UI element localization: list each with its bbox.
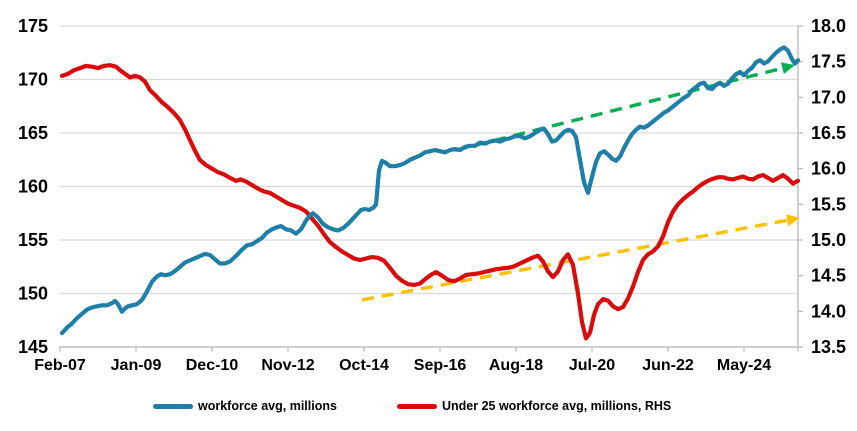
y-axis-left-tick-label: 170 [18, 70, 48, 90]
y-axis-left-labels: 175 170 165 160 155 150 145 [18, 16, 48, 357]
workforce-trend-arrowhead [780, 62, 795, 74]
y-axis-right-tick-label: 15.0 [811, 230, 846, 250]
y-axis-left-tick-label: 175 [18, 16, 48, 36]
under25-trend-arrowhead [786, 214, 800, 227]
legend-marker-under25-line [397, 403, 437, 409]
x-axis-tick-label: Jan-09 [111, 357, 162, 374]
y-axis-left-tick-label: 155 [18, 230, 48, 250]
y-axis-right-tick-label: 17.5 [811, 52, 846, 72]
y-axis-left-tick-label: 165 [18, 123, 48, 143]
x-axis-tick-label: Feb-07 [34, 357, 86, 374]
x-axis-tick-label: Nov-12 [261, 357, 314, 374]
legend-marker-workforce-line [153, 403, 193, 409]
x-axis-tick-label: Sep-16 [414, 357, 467, 374]
x-axis-tick-label: Dec-10 [186, 357, 239, 374]
y-axis-right-tick-label: 13.5 [811, 337, 846, 357]
chart-legend: workforce avg, millions Under 25 workfor… [0, 398, 857, 418]
y-axis-left-tick-label: 150 [18, 284, 48, 304]
y-axis-right-tick-label: 17.0 [811, 87, 846, 107]
x-axis-tick-label: May-24 [717, 357, 771, 374]
legend-item-workforce: workforce avg, millions [153, 398, 337, 414]
legend-label-workforce: workforce avg, millions [198, 399, 337, 413]
y-axis-right: 18.0 17.5 17.0 16.5 16.0 15.5 15.0 14.5 14.0 13.5 [797, 16, 846, 357]
x-axis-tick-label: Aug-18 [489, 357, 543, 374]
under25-series-line [59, 63, 801, 341]
x-axis-tick-label: Oct-14 [339, 357, 389, 374]
y-axis-right-tick-label: 18.0 [811, 16, 846, 36]
y-axis-right-tick-label: 16.0 [811, 159, 846, 179]
x-axis-tick-label: Jun-22 [642, 357, 694, 374]
y-axis-right-tick-label: 16.5 [811, 123, 846, 143]
gridlines [59, 25, 798, 295]
y-axis-right-tick-label: 14.0 [811, 301, 846, 321]
legend-item-under25: Under 25 workforce avg, millions, RHS [397, 398, 671, 414]
y-axis-right-tick-label: 15.5 [811, 194, 846, 214]
x-axis-tick-label: Jul-20 [569, 357, 615, 374]
y-axis-left-tick-label: 160 [18, 177, 48, 197]
x-axis: Feb-07 Jan-09 Dec-10 Nov-12 Oct-14 Sep-16 Aug-… [34, 346, 799, 374]
under25-trendline [361, 218, 788, 302]
y-axis-right-tick-label: 14.5 [811, 266, 846, 286]
y-axis-left-tick-label: 145 [18, 337, 48, 357]
workforce-series-line [59, 45, 801, 336]
legend-label-under25: Under 25 workforce avg, millions, RHS [442, 399, 672, 413]
